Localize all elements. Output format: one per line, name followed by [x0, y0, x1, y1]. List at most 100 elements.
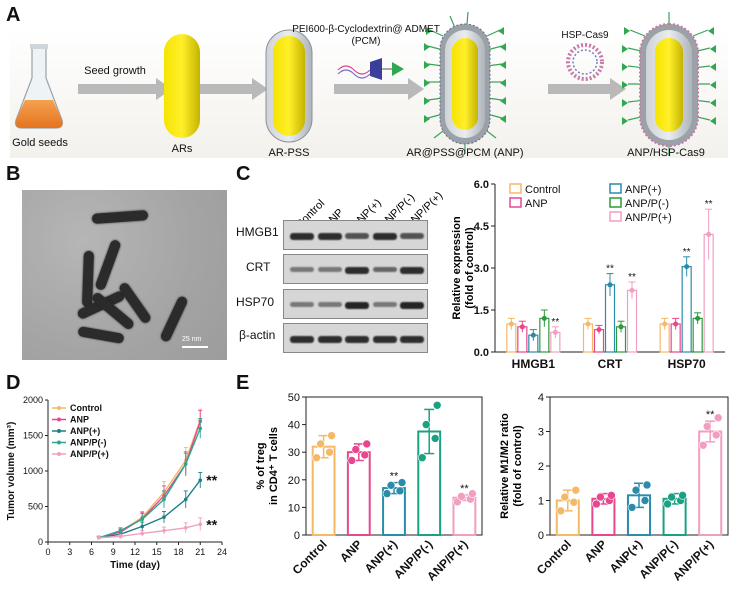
data-point [183, 497, 188, 502]
y-tick-label: 50 [288, 392, 300, 404]
data-point [618, 324, 624, 330]
blot-band [345, 302, 369, 309]
y-tick-label: 1500 [23, 431, 43, 441]
data-point [198, 478, 203, 483]
legend-swatch [609, 211, 622, 222]
significance-mark: ** [460, 483, 469, 495]
blot-strip [283, 289, 428, 319]
data-point [140, 517, 145, 522]
data-point [698, 440, 708, 450]
data-point [642, 480, 652, 490]
y-tick-label: 3 [538, 427, 544, 439]
blot-band [290, 336, 314, 343]
x-tick-label: 12 [130, 547, 140, 557]
blot-band [400, 302, 424, 309]
pss-rod-icon [265, 29, 313, 143]
arrow-4 [548, 78, 626, 100]
data-point [592, 499, 601, 509]
data-point [96, 535, 101, 540]
data-point [140, 531, 145, 536]
label-anp-hsp-cas9: ANP/HSP-Cas9 [627, 147, 705, 159]
data-point [571, 485, 581, 495]
data-point [627, 503, 637, 512]
y-tick-label: 6.0 [474, 179, 489, 191]
label-pcm-line2: (PCM) [352, 36, 381, 47]
data-point [360, 450, 370, 460]
data-point [702, 422, 712, 431]
panel-label-d: D [6, 372, 21, 394]
y-axis-label: Relative M1/M2 ratio(fold of control) [499, 413, 524, 519]
legend-marker [57, 440, 61, 445]
data-point [530, 332, 536, 338]
data-point [607, 282, 613, 288]
y-axis-label: % of tregin CD4⁺ T cells [255, 427, 280, 505]
blot-band [400, 267, 424, 274]
data-point [162, 528, 166, 533]
anp-hsp-cas9-rod-icon [622, 12, 716, 156]
data-point [711, 430, 721, 440]
y-tick-label: 4 [538, 392, 544, 404]
data-point [585, 321, 591, 327]
blot-row-label: HMGB1 [236, 225, 279, 239]
legend-label: ANP/P(-) [625, 198, 669, 210]
significance-mark: ** [705, 199, 713, 210]
y-tick-label: 0 [538, 530, 544, 542]
data-point [552, 329, 558, 335]
y-tick-label: 4.5 [474, 221, 489, 233]
legend-label: Control [525, 184, 560, 196]
scale-bar [182, 346, 208, 348]
blot-band [345, 336, 369, 343]
blot-band [345, 267, 369, 274]
legend-label: ANP(+) [625, 184, 661, 196]
blot-row-label: β-actin [239, 328, 276, 342]
data-point [395, 486, 405, 496]
y-axis-label-line: (fold of control) [512, 425, 524, 507]
nanorod [91, 210, 149, 224]
chart-e-m1m2: 0 1 2 3 4 Relative M1/M2 ratio(fold of contro… [499, 392, 729, 584]
data-point [347, 456, 357, 465]
bar [626, 289, 638, 353]
significance-mark: ** [206, 516, 217, 532]
x-tick-label: 6 [89, 547, 94, 557]
legend-label: Control [70, 403, 102, 413]
data-point [667, 492, 676, 502]
data-point [631, 485, 641, 495]
nanorod [94, 238, 122, 292]
blot-strip [283, 220, 428, 250]
data-point [596, 492, 605, 502]
legend-label: ANP/P(+) [70, 449, 109, 459]
x-axis-label: Time (day) [110, 560, 160, 571]
series-line [98, 479, 201, 539]
significance-mark: ** [390, 471, 399, 483]
y-tick-label: 1 [538, 496, 544, 508]
data-point [312, 453, 321, 463]
data-point [382, 489, 392, 498]
significance-mark: ** [206, 472, 217, 488]
y-axis-label: Relative expression(fold of control) [451, 216, 476, 320]
data-point [421, 420, 431, 429]
y-tick-label: 3.0 [474, 263, 489, 275]
label-anp: AR@PSS@PCM (ANP) [406, 147, 523, 159]
nanorod [77, 326, 125, 344]
gold-rod-icon [164, 34, 200, 138]
y-axis-label: Tumor volume (mm³) [6, 422, 17, 521]
legend-marker [57, 452, 61, 456]
data-point [678, 491, 687, 500]
blot-strip [283, 323, 428, 353]
label-pcm-line1: PEI600-β-Cyclodextrin@ ADMET [292, 24, 440, 35]
chart-c-relative-expression: 0.0 1.5 3.0 4.5 6.0 Relative expression(fold … [451, 179, 725, 371]
blot-band [400, 336, 424, 343]
data-point [430, 434, 440, 443]
arrow-3 [334, 78, 424, 100]
y-axis-label-line: Relative M1/M2 ratio [499, 413, 511, 519]
data-point [519, 324, 525, 330]
series-line [98, 421, 201, 539]
blot-band [317, 302, 342, 307]
panel-label-b: B [6, 163, 21, 185]
blot-band [317, 233, 342, 240]
legend-label: ANP [70, 415, 89, 425]
legend-marker [57, 429, 61, 433]
y-tick-label: 1000 [23, 466, 43, 476]
series-line [98, 419, 201, 539]
legend-label: ANP(+) [70, 426, 100, 436]
